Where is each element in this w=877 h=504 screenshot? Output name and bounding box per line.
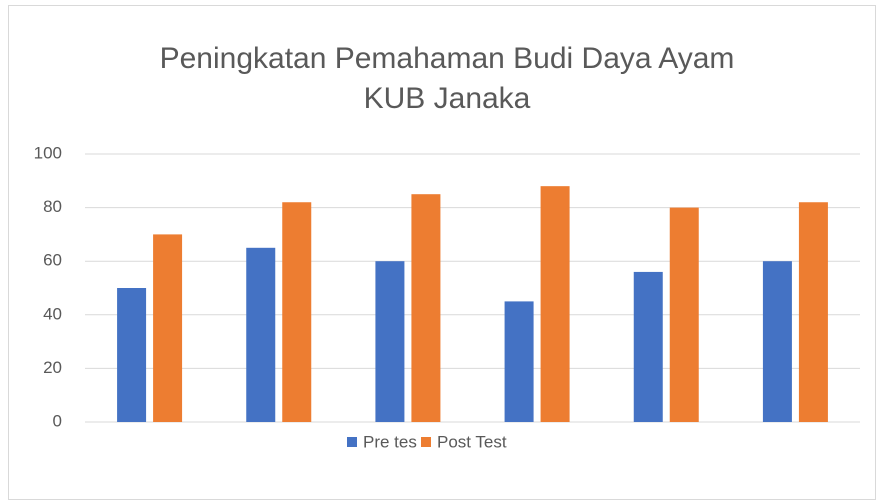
bar [762, 261, 792, 422]
y-tick-label: 20 [43, 358, 62, 377]
chart-border [8, 5, 876, 500]
y-tick-label: 40 [43, 304, 62, 323]
legend-swatch [347, 437, 357, 447]
bar [282, 202, 312, 422]
chart-title: KUB Janaka [364, 82, 531, 115]
y-tick-label: 100 [34, 143, 62, 162]
bar [504, 301, 534, 422]
legend-label: Post Test [437, 432, 507, 451]
bar [798, 202, 828, 422]
chart-title: Peningkatan Pemahaman Budi Daya Ayam [160, 42, 735, 75]
bar [246, 247, 276, 422]
bar [633, 271, 663, 422]
bar [375, 261, 405, 422]
y-tick-label: 0 [53, 411, 62, 430]
y-tick-label: 60 [43, 251, 62, 270]
y-tick-label: 80 [43, 197, 62, 216]
bar [540, 186, 570, 422]
legend-label: Pre tes [363, 432, 417, 451]
bar [117, 288, 147, 422]
legend-swatch [421, 437, 431, 447]
bar [411, 194, 441, 422]
bar [669, 207, 699, 422]
bar [153, 234, 183, 422]
